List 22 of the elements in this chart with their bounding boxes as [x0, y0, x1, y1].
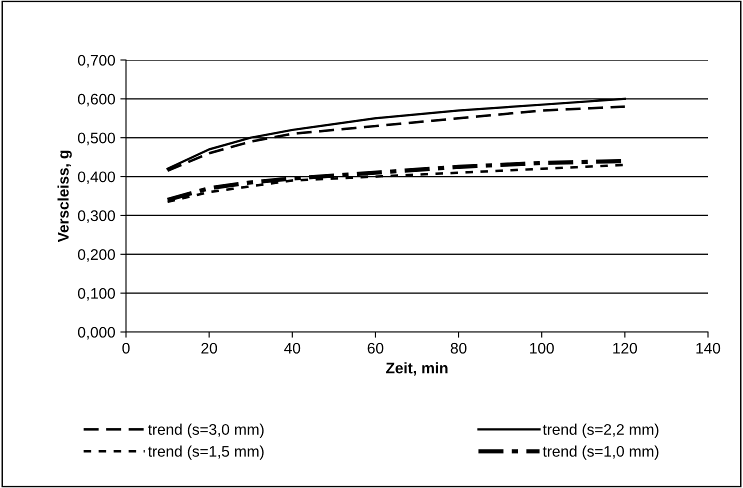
x-tick-label: 80 [450, 342, 466, 354]
legend-label: trend (s=2,2 mm) [542, 424, 658, 438]
y-tick-label: 0,300 [78, 210, 115, 223]
y-tick-label: 0,100 [78, 288, 115, 301]
legend-label: trend (s=1,0 mm) [542, 446, 658, 460]
x-tick-label: 60 [368, 342, 384, 354]
x-axis-title: Zeit, min [386, 362, 448, 376]
legend-label: trend (s=1,5 mm) [148, 446, 264, 460]
y-tick-label: 0,500 [78, 132, 115, 146]
legend-label: trend (s=3,0 mm) [148, 424, 264, 438]
x-tick-label: 40 [284, 342, 300, 354]
y-tick-label: 0,700 [78, 54, 115, 68]
y-tick-label: 0,400 [78, 171, 115, 184]
x-tick-label: 120 [613, 342, 638, 354]
x-tick-label: 100 [530, 342, 554, 354]
y-axis-title: Verscleiss, g [57, 150, 72, 242]
x-tick-label: 140 [696, 342, 720, 354]
x-tick-label: 20 [201, 342, 218, 354]
x-tick-label: 0 [122, 342, 130, 354]
y-tick-label: 0,000 [78, 326, 115, 340]
y-tick-label: 0,200 [78, 249, 115, 262]
y-tick-label: 0,600 [78, 94, 115, 106]
